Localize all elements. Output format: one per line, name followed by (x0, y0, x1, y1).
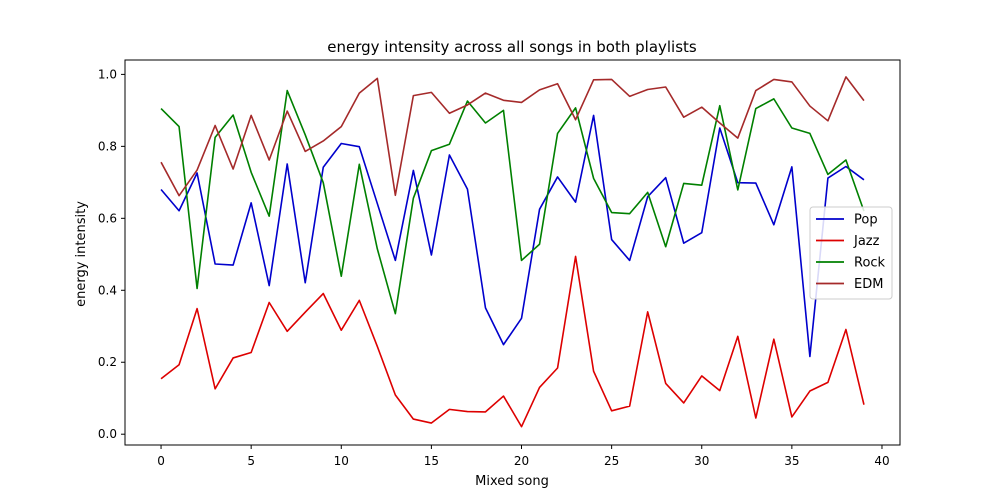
series-line-edm (160, 76, 865, 197)
y-tick-label: 1.0 (98, 67, 117, 81)
x-axis-ticks: 0 5 10 15 20 25 30 35 40 (157, 445, 890, 468)
legend-label: Rock (854, 256, 886, 271)
y-tick-label: 0.6 (98, 211, 117, 225)
x-tick-label: 0 (157, 454, 165, 468)
x-tick-label: 5 (247, 454, 255, 468)
legend-box (809, 206, 893, 300)
legend-label: Jazz (853, 234, 880, 249)
y-tick-label: 0.8 (98, 139, 117, 153)
y-axis-label: energy intensity (74, 201, 89, 307)
x-tick-label: 30 (694, 454, 709, 468)
y-tick-label: 0.0 (98, 427, 117, 441)
series-line-rock (160, 89, 865, 315)
legend-label: EDM (854, 277, 883, 292)
x-tick-label: 10 (334, 454, 349, 468)
x-tick-label: 40 (874, 454, 889, 468)
chart-title: energy intensity across all songs in bot… (327, 38, 697, 56)
x-axis-label: Mixed song (475, 474, 549, 489)
x-tick-label: 15 (424, 454, 439, 468)
y-tick-label: 0.2 (98, 355, 117, 369)
y-tick-label: 0.4 (98, 283, 117, 297)
x-tick-label: 20 (514, 454, 529, 468)
legend-label: Pop (854, 213, 878, 228)
legend: Pop Jazz Rock EDM (809, 206, 893, 300)
series-line-pop (160, 114, 865, 358)
plot-area (124, 59, 901, 446)
series-lines (160, 76, 865, 428)
x-tick-label: 35 (784, 454, 799, 468)
y-axis-ticks: 0.0 0.2 0.4 0.6 0.8 1.0 (98, 67, 125, 441)
plot-frame (124, 59, 901, 446)
series-line-jazz (160, 255, 865, 428)
x-tick-label: 25 (604, 454, 619, 468)
